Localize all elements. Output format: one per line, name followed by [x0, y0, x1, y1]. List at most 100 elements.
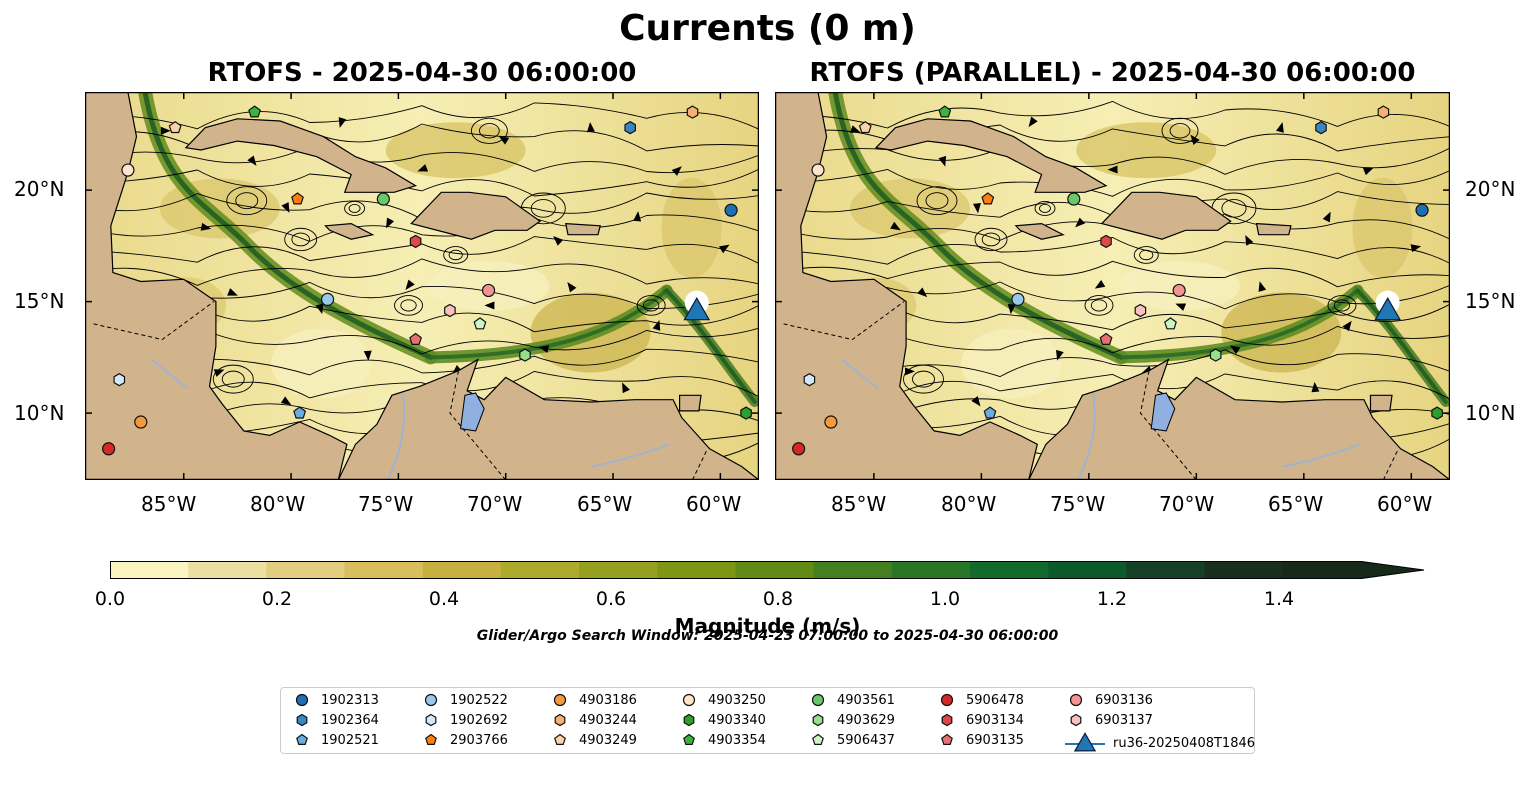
colorbar-tick: 0.6	[595, 588, 627, 610]
argo-float-marker	[938, 105, 952, 118]
lon-label-p2-60w: 60°W	[1377, 492, 1433, 516]
legend-item: 4903186	[549, 692, 637, 708]
panel-title-rtofs-parallel: RTOFS (PARALLEL) - 2025-04-30 06:00:00	[809, 58, 1416, 88]
legend-label: 5906437	[837, 732, 895, 748]
legend-item: ru36-20250408T1846	[1065, 732, 1255, 754]
circle-marker-icon	[553, 693, 567, 707]
lat-label-right-10: 10°N	[1465, 401, 1516, 425]
legend-item: 4903561	[807, 692, 895, 708]
legend-item: 4903629	[807, 712, 895, 728]
legend-label: 4903244	[579, 712, 637, 728]
colorbar-bin	[422, 561, 502, 579]
legend-label: 4903186	[579, 692, 637, 708]
hexagon-marker-icon	[554, 713, 566, 727]
legend-item: 4903354	[678, 732, 766, 748]
argo-float-marker	[803, 373, 816, 387]
colorbar-bin	[500, 561, 580, 579]
argo-float-marker	[409, 332, 423, 345]
legend-label: 1902692	[450, 712, 508, 728]
colorbar-bin	[579, 561, 658, 579]
lat-label-right-20: 20°N	[1465, 177, 1516, 201]
lon-label-p2-80w: 80°W	[941, 492, 997, 516]
colorbar-bin	[970, 561, 1049, 579]
glider-marker	[1374, 296, 1402, 321]
argo-float-marker	[134, 415, 148, 429]
lon-label-p1-85w: 85°W	[141, 492, 197, 516]
legend-item: 6903135	[936, 732, 1024, 748]
colorbar-tick: 1.4	[1263, 588, 1295, 610]
argo-float-marker	[1011, 292, 1025, 306]
argo-float-marker	[981, 192, 995, 205]
hexagon-marker-icon	[683, 713, 695, 727]
triangle-marker-icon	[1065, 732, 1105, 752]
colorbar-tick: 0.4	[428, 588, 460, 610]
circle-marker-icon	[1069, 693, 1083, 707]
colorbar	[110, 561, 1425, 579]
legend-item: 6903136	[1065, 692, 1153, 708]
argo-float-marker	[724, 203, 738, 217]
colorbar-bin	[344, 561, 424, 579]
hexagon-marker-icon	[296, 713, 308, 727]
panel-title-rtofs: RTOFS - 2025-04-30 06:00:00	[207, 58, 637, 88]
colorbar-bin	[813, 561, 893, 579]
legend-label: 4903629	[837, 712, 895, 728]
lat-label-right-15: 15°N	[1465, 289, 1516, 313]
hexagon-marker-icon	[941, 713, 953, 727]
lon-label-p2-75w: 75°W	[1050, 492, 1106, 516]
argo-float-marker	[1134, 303, 1147, 318]
legend-label: 4903249	[579, 732, 637, 748]
legend-item: 1902313	[291, 692, 379, 708]
lat-label-left-10: 10°N	[14, 401, 65, 425]
legend-label: 6903136	[1095, 692, 1153, 708]
legend-item: 4903244	[549, 712, 637, 728]
map-canvas	[775, 92, 1450, 480]
colorbar-bin	[1048, 561, 1127, 579]
argo-float-marker	[1164, 317, 1177, 330]
argo-float-marker	[113, 373, 126, 387]
legend-item: 1902364	[291, 712, 379, 728]
lat-label-left-15: 15°N	[14, 289, 65, 313]
circle-marker-icon	[682, 693, 696, 707]
argo-float-marker	[811, 163, 825, 177]
legend-item: 4903340	[678, 712, 766, 728]
pentagon-marker-icon	[296, 733, 308, 745]
colorbar-bin	[266, 561, 346, 579]
argo-float-marker	[1172, 283, 1186, 298]
legend-label: 4903340	[708, 712, 766, 728]
circle-marker-icon	[811, 693, 825, 707]
legend-item: 5906437	[807, 732, 895, 748]
colorbar-tick: 0.2	[261, 588, 293, 610]
lon-label-p1-80w: 80°W	[250, 492, 306, 516]
legend-label: ru36-20250408T1846	[1113, 735, 1256, 751]
legend-label: 5906478	[966, 692, 1024, 708]
legend-item: 6903134	[936, 712, 1024, 728]
colorbar-tick: 0.0	[94, 588, 126, 610]
argo-float-marker	[376, 192, 390, 206]
colorbar-label: Magnitude (m/s)	[674, 614, 861, 638]
lon-label-p2-85w: 85°W	[831, 492, 887, 516]
legend-label: 2903766	[450, 732, 508, 748]
argo-float-marker	[1209, 348, 1222, 362]
pentagon-marker-icon	[812, 733, 824, 745]
lon-label-p1-75w: 75°W	[358, 492, 414, 516]
argo-float-marker	[409, 234, 422, 249]
pentagon-marker-icon	[425, 733, 437, 745]
argo-float-marker	[1315, 121, 1327, 135]
argo-float-marker	[1100, 234, 1112, 249]
hexagon-marker-icon	[1070, 713, 1082, 727]
figure-title: Currents (0 m)	[619, 8, 916, 49]
legend-label: 4903354	[708, 732, 766, 748]
argo-float-marker	[1431, 406, 1443, 420]
argo-float-marker	[1067, 192, 1081, 206]
argo-float-marker	[792, 442, 806, 456]
colorbar-bin	[1282, 561, 1362, 579]
colorbar-bin	[657, 561, 736, 579]
colorbar-tick: 1.0	[929, 588, 961, 610]
circle-marker-icon	[295, 693, 309, 707]
argo-float-marker	[1415, 203, 1429, 217]
colorbar-tick: 0.8	[762, 588, 794, 610]
legend-item: 5906478	[936, 692, 1024, 708]
argo-float-marker	[168, 120, 182, 134]
hexagon-marker-icon	[425, 713, 437, 727]
legend-label: 6903135	[966, 732, 1024, 748]
